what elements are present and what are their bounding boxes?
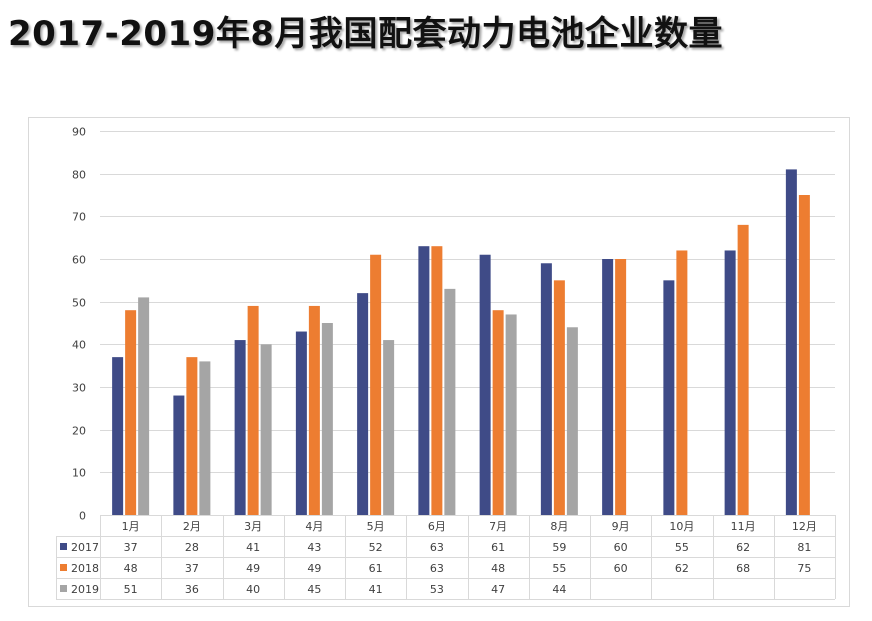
data-label: 61 <box>491 541 505 554</box>
bar-2017-6 <box>418 246 430 515</box>
legend-swatch-2019 <box>60 585 67 592</box>
bar-2019-5 <box>383 340 395 515</box>
data-label: 47 <box>491 583 505 596</box>
data-label: 49 <box>246 562 260 575</box>
data-label: 37 <box>185 562 199 575</box>
gridlines <box>100 131 835 516</box>
y-tick-label: 70 <box>72 211 86 224</box>
data-label: 60 <box>614 562 628 575</box>
data-label: 37 <box>124 541 138 554</box>
data-label: 62 <box>736 541 750 554</box>
data-label: 28 <box>185 541 199 554</box>
x-tick-label: 10月 <box>669 520 694 533</box>
x-tick-label: 3月 <box>244 520 262 533</box>
data-label: 68 <box>736 562 750 575</box>
data-label: 51 <box>124 583 138 596</box>
bar-2018-11 <box>737 224 749 515</box>
bar-2019-8 <box>566 327 578 515</box>
bar-2017-10 <box>663 280 675 515</box>
data-label: 62 <box>675 562 689 575</box>
x-tick-label: 1月 <box>122 520 140 533</box>
bar-2017-3 <box>234 340 246 515</box>
y-tick-label: 50 <box>72 297 86 310</box>
data-label: 45 <box>307 583 321 596</box>
bar-2018-1 <box>125 310 137 515</box>
data-label: 60 <box>614 541 628 554</box>
data-label: 40 <box>246 583 260 596</box>
bar-2017-2 <box>173 395 185 515</box>
x-tick-label: 5月 <box>367 520 385 533</box>
chart-container: 0 10 20 30 40 50 60 70 80 90 1月 2月 3月 4月 5月 6月 7月 8月 9月 10… <box>28 117 850 607</box>
data-label: 41 <box>369 583 383 596</box>
data-label: 61 <box>369 562 383 575</box>
data-label: 59 <box>552 541 566 554</box>
legend-swatch-2018 <box>60 564 67 571</box>
data-label: 43 <box>307 541 321 554</box>
x-tick-label: 4月 <box>305 520 323 533</box>
bar-2017-7 <box>479 254 491 515</box>
bar-2017-8 <box>540 263 552 515</box>
legend-label: 2019 <box>71 583 99 596</box>
data-label: 49 <box>307 562 321 575</box>
y-tick-label: 30 <box>72 382 86 395</box>
data-label: 48 <box>124 562 138 575</box>
data-label: 63 <box>430 541 444 554</box>
bar-2018-9 <box>615 259 627 515</box>
data-label: 53 <box>430 583 444 596</box>
data-label: 44 <box>552 583 566 596</box>
x-tick-label: 7月 <box>489 520 507 533</box>
legend-label: 2018 <box>71 562 99 575</box>
data-label: 36 <box>185 583 199 596</box>
bar-2018-7 <box>492 310 504 515</box>
data-label: 55 <box>675 541 689 554</box>
y-tick-label: 0 <box>79 510 86 523</box>
y-tick-label: 40 <box>72 339 86 352</box>
bar-2018-6 <box>431 246 443 515</box>
y-tick-label: 90 <box>72 126 86 139</box>
data-label: 81 <box>797 541 811 554</box>
page-title: 2017-2019年8月我国配套动力电池企业数量 <box>8 14 724 54</box>
data-label: 52 <box>369 541 383 554</box>
bar-2018-2 <box>186 357 198 515</box>
y-tick-label: 60 <box>72 254 86 267</box>
bar-2018-12 <box>798 195 810 515</box>
bar-2017-12 <box>785 169 797 515</box>
chart-svg: 0 10 20 30 40 50 60 70 80 90 1月 2月 3月 4月 5月 6月 7月 8月 9月 10… <box>56 126 836 600</box>
bar-2017-5 <box>357 293 369 515</box>
x-tick-label: 12月 <box>792 520 817 533</box>
bar-2017-4 <box>295 331 307 515</box>
x-tick-label: 11月 <box>731 520 756 533</box>
data-label: 41 <box>246 541 260 554</box>
legend-label: 2017 <box>71 541 99 554</box>
bar-2019-7 <box>505 314 517 515</box>
data-label: 55 <box>552 562 566 575</box>
x-tick-label: 9月 <box>612 520 630 533</box>
y-tick-label: 20 <box>72 425 86 438</box>
bar-2018-5 <box>370 254 382 515</box>
bar-2018-4 <box>308 305 320 515</box>
bars <box>112 169 810 515</box>
x-tick-label: 2月 <box>183 520 201 533</box>
data-table: 1月 2月 3月 4月 5月 6月 7月 8月 9月 10月 11月 12月 2017 37 28 41 43 5… <box>56 515 836 600</box>
x-tick-label: 6月 <box>428 520 446 533</box>
bar-2019-2 <box>199 361 211 515</box>
bar-2017-1 <box>112 357 124 515</box>
y-axis: 0 10 20 30 40 50 60 70 80 90 <box>72 126 86 523</box>
x-tick-label: 8月 <box>550 520 568 533</box>
bar-2017-9 <box>602 259 614 515</box>
data-label: 75 <box>797 562 811 575</box>
y-tick-label: 10 <box>72 467 86 480</box>
bar-2019-1 <box>138 297 150 515</box>
bar-2018-3 <box>247 305 259 515</box>
bar-2018-10 <box>676 250 688 515</box>
bar-2017-11 <box>724 250 736 515</box>
data-label: 63 <box>430 562 444 575</box>
legend-swatch-2017 <box>60 543 67 550</box>
bar-2019-3 <box>260 344 272 515</box>
bar-2018-8 <box>553 280 565 515</box>
data-label: 48 <box>491 562 505 575</box>
y-tick-label: 80 <box>72 169 86 182</box>
bar-2019-6 <box>444 288 456 515</box>
bar-2019-4 <box>321 323 333 515</box>
